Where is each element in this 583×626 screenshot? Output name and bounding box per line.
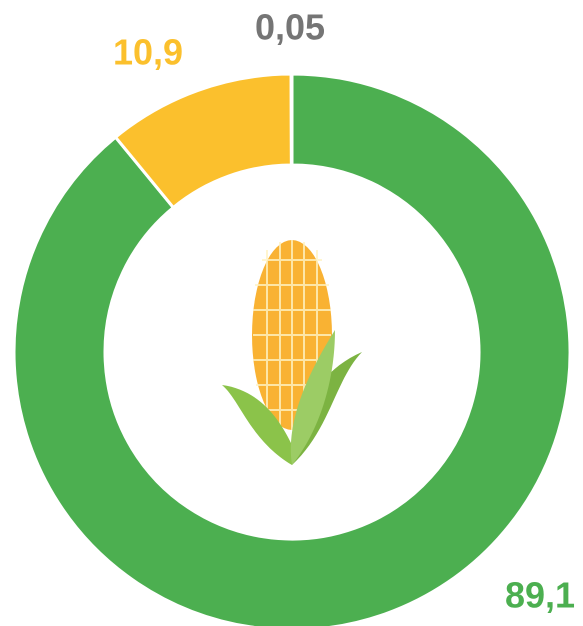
value-label: 0,05 [255,7,325,48]
value-label: 89,1 [505,575,575,616]
corn-leaf [222,385,292,465]
value-label: 10,9 [113,32,183,73]
corn-leaf [290,330,335,465]
donut [12,72,572,626]
corn-icon [222,240,362,465]
donut-segment [12,72,572,626]
donut-segment [289,72,294,167]
